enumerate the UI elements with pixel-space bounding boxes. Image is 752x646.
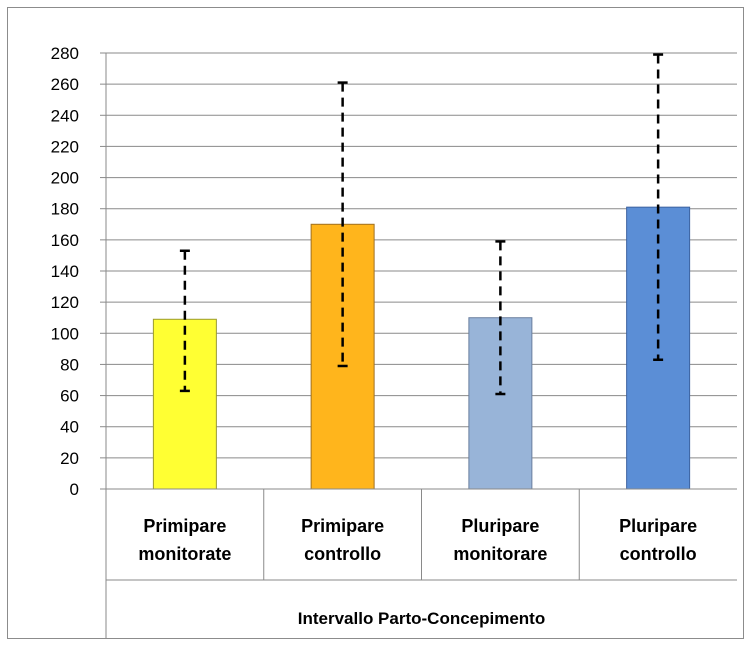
category-label: monitorare	[453, 544, 547, 564]
y-tick-label: 120	[51, 293, 79, 312]
chart-frame	[7, 7, 744, 639]
y-tick-label: 240	[51, 106, 79, 125]
category-label: Pluripare	[461, 516, 539, 536]
y-tick-label: 180	[51, 200, 79, 219]
y-tick-label: 20	[60, 449, 79, 468]
y-tick-label: 140	[51, 262, 79, 281]
category-label: controllo	[304, 544, 381, 564]
category-label: monitorate	[138, 544, 231, 564]
y-tick-label: 280	[51, 44, 79, 63]
category-labels: Primipare monitorate Primipare controllo Plu…	[138, 516, 697, 564]
category-label: Primipare	[143, 516, 226, 536]
axes	[105, 53, 737, 638]
bar	[468, 317, 533, 490]
y-tick-label: 80	[60, 355, 79, 374]
y-tick-label: 40	[60, 418, 79, 437]
y-tick-label: 0	[70, 480, 79, 499]
y-axis-ticks: 0 20 40 60 80 100 120 140 160 180 200 220 240 260 280	[51, 44, 106, 499]
y-tick-label: 220	[51, 137, 79, 156]
y-tick-label: 200	[51, 169, 79, 188]
y-tick-label: 60	[60, 387, 79, 406]
y-tick-label: 260	[51, 75, 79, 94]
category-label: Pluripare	[619, 516, 697, 536]
y-tick-label: 100	[51, 324, 79, 343]
category-label: controllo	[620, 544, 697, 564]
bars	[152, 206, 691, 490]
category-label: Primipare	[301, 516, 384, 536]
error-bars	[179, 53, 664, 396]
y-tick-label: 160	[51, 231, 79, 250]
x-axis-title: Intervallo Parto-Concepimento	[298, 609, 545, 628]
